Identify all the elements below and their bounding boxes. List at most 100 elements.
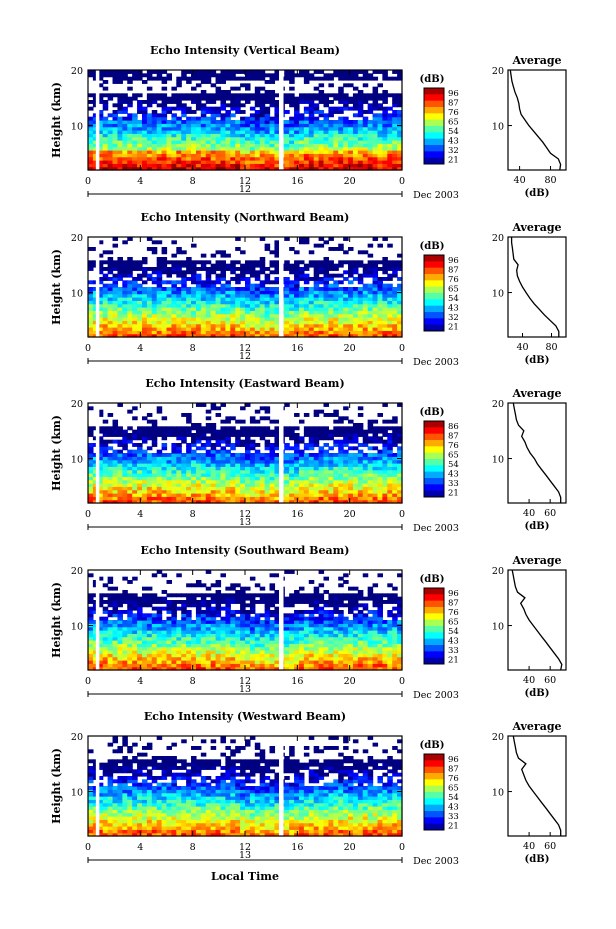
heatmap-cell [318,120,325,124]
heatmap-cell [308,443,315,447]
heatmap-cell [343,146,349,151]
heatmap-cell [284,96,290,101]
heatmap-cell [298,73,305,78]
heatmap-cell [97,263,104,268]
heatmap-cell [220,113,226,118]
heatmap-cell [264,307,271,311]
heatmap-cell [161,416,168,421]
colorbar-tick-label: 86 [448,422,459,432]
heatmap-cell [343,433,349,437]
heatmap-cell [186,126,192,131]
heatmap-cell [215,250,222,255]
heatmap-cell [387,660,393,664]
heatmap-cell [210,303,217,308]
heatmap-cell [166,476,173,481]
heatmap-cell [289,323,295,328]
heatmap-cell [352,436,359,441]
heatmap-cell [254,449,261,454]
heatmap-cell [372,496,379,501]
heatmap-cell [122,429,128,434]
heatmap-cell [97,663,104,668]
heatmap-cell [348,297,354,301]
heatmap-cell [348,140,354,144]
heatmap-cell [372,237,379,241]
heatmap-cell [294,469,300,474]
heatmap-cell [107,333,114,338]
heatmap-cell [137,267,143,271]
heatmap-cell [294,160,300,164]
heatmap-cell [313,123,320,128]
heatmap-cell [382,426,388,431]
heatmap-cell [392,126,398,131]
heatmap-cell [235,317,241,321]
heatmap-cell [141,303,148,308]
heatmap-cell [294,273,300,278]
heatmap-cell [294,130,300,134]
heatmap-cell [308,293,315,298]
heatmap-cell [343,479,349,484]
heatmap-cell [137,163,143,168]
heatmap-cell [264,426,271,431]
heatmap-cell [176,650,182,654]
heatmap-cell [328,76,334,81]
heatmap-cell [88,473,94,477]
heatmap-cell [313,429,320,434]
heatmap-cell [254,317,261,321]
heatmap-cell [186,116,192,121]
heatmap-cell [235,483,241,487]
heatmap-cell [392,456,398,461]
heatmap-cell [181,499,187,504]
heatmap-cell [367,463,374,467]
heatmap-cell [97,293,104,298]
heatmap-cell [284,650,290,654]
heatmap-cell [284,153,290,158]
heatmap-cell [289,453,295,457]
heatmap-cell [210,156,217,161]
heatmap-cell [284,443,290,447]
heatmap-cell [230,656,236,661]
heatmap-cell [259,126,266,131]
heatmap-cell [289,663,295,668]
heatmap-cell [97,73,104,78]
heatmap-cell [259,116,266,121]
heatmap-cell [151,123,158,128]
heatmap-cell [137,429,143,434]
heatmap-cell [141,416,148,421]
heatmap-cell [254,293,261,298]
heatmap-cell [112,116,119,121]
heatmap-cell [117,317,123,321]
heatmap-cell [259,303,266,308]
heatmap-cell [269,469,276,474]
heatmap-cell [205,459,212,464]
heatmap-cell [338,333,344,338]
heatmap-cell [308,486,315,491]
heatmap-cell [220,473,226,477]
heatmap-cell [382,93,388,98]
profile-title: Average [511,221,561,234]
heatmap-cell [88,496,94,501]
heatmap-cell [195,433,202,437]
heatmap-cell [102,146,109,151]
heatmap-cell [377,136,383,141]
heatmap-cell [240,96,246,101]
heatmap-cell [245,156,251,161]
heatmap-cell [382,120,388,124]
heatmap-cell [323,403,330,407]
heatmap-cell [382,323,388,328]
heatmap-cell [303,263,310,268]
heatmap-cell [141,113,148,118]
heatmap-cell [294,140,300,144]
heatmap-cell [249,496,256,501]
heatmap-cell [156,656,163,661]
heatmap-cell [318,113,325,118]
heatmap-cell [382,660,388,664]
heatmap-cell [289,333,295,338]
heatmap-cell [352,113,359,118]
heatmap-cell [274,499,280,504]
heatmap-cell [117,293,123,298]
heatmap-cell [298,469,305,474]
heatmap-cell [112,126,119,131]
heatmap-cell [338,426,344,431]
heatmap-cell [308,476,315,481]
heatmap-cell [289,93,295,98]
